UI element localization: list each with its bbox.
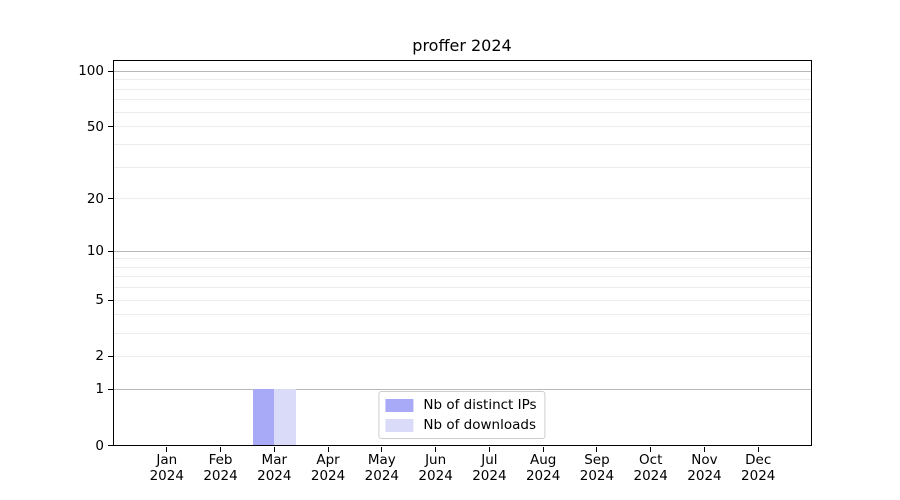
x-tick-year: 2024 [472, 468, 507, 484]
legend-item: Nb of distinct IPs [385, 397, 537, 413]
x-tick-label: Oct 2024 [619, 452, 683, 484]
y-tick [108, 126, 113, 128]
y-tick-label: 5 [95, 292, 104, 309]
gridline-minor [113, 332, 812, 334]
x-tick-label: Jul 2024 [457, 452, 521, 484]
y-tick-label: 2 [95, 348, 104, 365]
y-tick-label: 10 [86, 243, 104, 260]
x-tick [650, 446, 652, 452]
y-tick-label: 20 [86, 190, 104, 207]
x-tick-label: Apr 2024 [296, 452, 360, 484]
x-tick-label: Nov 2024 [672, 452, 736, 484]
x-tick-label: Mar 2024 [242, 452, 306, 484]
bar-distinct-ips [252, 389, 275, 446]
x-tick-month: May [367, 452, 396, 468]
x-tick-month: Jan [156, 452, 178, 468]
y-tick [108, 445, 113, 446]
x-tick [273, 446, 275, 452]
x-tick-year: 2024 [310, 468, 346, 484]
y-tick-label: 50 [86, 118, 104, 135]
x-tick [596, 446, 598, 452]
gridline-major [113, 388, 812, 390]
x-tick-label: Jan 2024 [135, 452, 199, 484]
y-tick-label: 1 [95, 381, 104, 398]
x-tick-year: 2024 [579, 468, 615, 484]
x-tick-year: 2024 [257, 468, 292, 484]
x-tick-year: 2024 [203, 468, 238, 484]
legend-swatch [385, 398, 414, 412]
legend-item: Nb of downloads [385, 417, 536, 433]
gridline-minor [113, 88, 812, 90]
x-tick [542, 446, 544, 452]
gridline-minor [113, 276, 812, 278]
x-tick-label: Sep 2024 [565, 452, 629, 484]
gridline-minor [113, 79, 812, 81]
legend-label: Nb of downloads [423, 417, 536, 433]
x-tick-year: 2024 [687, 468, 722, 484]
x-tick-year: 2024 [149, 468, 184, 484]
x-tick-month: Jul [481, 452, 498, 468]
gridline-minor [113, 314, 812, 316]
gridline-minor [113, 126, 812, 128]
gridline-major [113, 70, 812, 72]
x-tick [435, 446, 437, 452]
x-tick-month: Mar [261, 452, 288, 468]
y-tick [108, 355, 113, 357]
y-tick-label: 0 [95, 437, 104, 454]
x-tick-label: Aug 2024 [511, 452, 575, 484]
gridline-minor [113, 143, 812, 145]
x-tick-year: 2024 [525, 468, 561, 484]
gridline-minor [113, 287, 812, 289]
y-tick [108, 198, 113, 200]
legend: Nb of distinct IPs Nb of downloads [378, 391, 546, 439]
gridline-minor [113, 166, 812, 168]
x-tick [703, 446, 705, 452]
gridline-minor [113, 258, 812, 260]
gridline-minor [113, 99, 812, 101]
y-tick [108, 70, 113, 72]
y-tick-label: 100 [78, 63, 104, 80]
gridline-minor [113, 266, 812, 268]
x-tick-year: 2024 [418, 468, 453, 484]
x-tick-month: Oct [639, 452, 663, 468]
x-tick-month: Aug [529, 452, 557, 468]
gridline-minor [113, 299, 812, 301]
x-tick-month: Apr [316, 452, 340, 468]
x-tick-label: Dec 2024 [726, 452, 790, 484]
y-tick [108, 299, 113, 301]
x-tick [757, 446, 759, 452]
x-tick-year: 2024 [741, 468, 776, 484]
x-tick-label: May 2024 [350, 452, 414, 484]
x-tick-year: 2024 [633, 468, 668, 484]
y-tick [108, 388, 113, 390]
x-tick [220, 446, 222, 452]
gridline-minor [113, 198, 812, 200]
gridline-major [113, 250, 812, 252]
chart-title: proffer 2024 [412, 36, 512, 55]
y-tick [108, 250, 113, 252]
x-tick [166, 446, 168, 452]
x-tick [488, 446, 490, 452]
x-tick-label: Jun 2024 [404, 452, 468, 484]
x-tick [381, 446, 383, 452]
plot-area [113, 60, 812, 446]
legend-label: Nb of distinct IPs [423, 397, 537, 413]
gridline-minor [113, 355, 812, 357]
x-tick-label: Feb 2024 [189, 452, 253, 484]
x-tick [327, 446, 329, 452]
gridline-minor [113, 111, 812, 113]
legend-swatch [385, 418, 414, 432]
x-tick-month: Jun [425, 452, 447, 468]
x-tick-month: Dec [745, 452, 772, 468]
x-tick-month: Sep [584, 452, 610, 468]
x-tick-month: Feb [208, 452, 233, 468]
bar-downloads [274, 389, 296, 446]
x-tick-year: 2024 [364, 468, 400, 484]
x-tick-month: Nov [691, 452, 718, 468]
